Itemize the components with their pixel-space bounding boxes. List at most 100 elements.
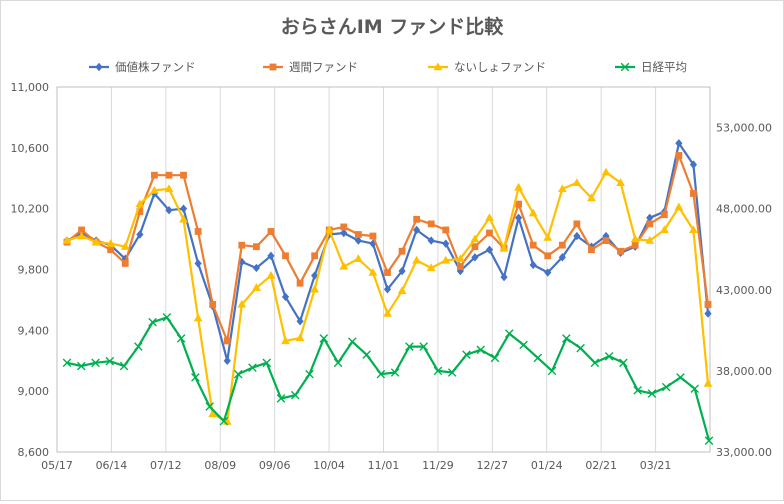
data-point xyxy=(456,266,464,276)
data-point xyxy=(426,263,436,272)
data-point xyxy=(704,301,712,308)
data-point xyxy=(267,251,275,261)
data-point xyxy=(447,368,457,377)
data-point xyxy=(405,342,414,351)
x-tick-label: 11/01 xyxy=(368,459,400,472)
data-point xyxy=(397,286,407,294)
data-point xyxy=(165,171,173,179)
data-point xyxy=(233,369,243,379)
data-point xyxy=(136,230,144,239)
legend-label: 価値株ファンド xyxy=(115,60,196,74)
y-right-tick-label: 33,000.00 xyxy=(716,446,772,459)
legend-marker xyxy=(269,63,277,71)
data-point xyxy=(340,223,348,231)
x-tick-label: 02/21 xyxy=(585,459,617,472)
data-point xyxy=(529,241,537,249)
data-point xyxy=(442,226,450,234)
data-point xyxy=(248,363,257,372)
data-point xyxy=(194,259,202,268)
data-point xyxy=(120,242,130,250)
legend-label: ないしょファンド xyxy=(454,60,546,74)
data-point xyxy=(208,409,218,418)
data-point xyxy=(295,333,305,342)
data-point xyxy=(105,356,115,366)
data-point xyxy=(631,241,639,249)
x-tick-label: 11/29 xyxy=(422,459,454,472)
data-point xyxy=(134,342,143,351)
data-point xyxy=(319,334,329,343)
data-point xyxy=(148,317,157,327)
data-point xyxy=(576,343,585,353)
data-point xyxy=(630,234,640,243)
data-point xyxy=(193,313,203,322)
legend-label: 週間ファンド xyxy=(289,60,358,74)
series-1 xyxy=(63,139,712,365)
data-point xyxy=(219,416,229,426)
data-point xyxy=(324,225,334,234)
data-point xyxy=(296,317,304,326)
data-point xyxy=(325,230,333,239)
x-tick-label: 03/21 xyxy=(640,459,672,472)
data-point xyxy=(659,225,669,234)
data-point xyxy=(62,236,72,244)
data-point xyxy=(441,255,451,264)
data-point xyxy=(419,342,428,351)
series-line xyxy=(66,171,710,423)
data-point xyxy=(499,243,509,252)
data-point xyxy=(490,353,500,363)
data-point xyxy=(119,361,129,371)
data-point xyxy=(223,356,231,365)
data-point xyxy=(590,358,600,368)
data-point xyxy=(267,228,275,235)
x-tick-label: 08/09 xyxy=(204,459,236,472)
data-point xyxy=(601,167,611,176)
data-point xyxy=(121,260,129,267)
data-point xyxy=(179,204,188,213)
data-point xyxy=(354,231,362,238)
data-point xyxy=(151,171,158,179)
data-point xyxy=(369,232,377,240)
plot-area xyxy=(56,86,711,453)
y-left-tick-label: 11,000 xyxy=(11,81,50,94)
data-point xyxy=(205,402,214,411)
x-tick-label: 05/17 xyxy=(41,459,73,472)
legend: 価値株ファンド 週間ファンド ないしょファンド 日経平均 xyxy=(89,60,687,74)
y-left-tick-label: 9,800 xyxy=(18,264,50,277)
data-point xyxy=(562,334,571,343)
data-point xyxy=(647,389,657,398)
x-tick-label: 12/27 xyxy=(476,459,508,472)
data-point xyxy=(515,213,523,222)
data-point xyxy=(544,268,552,277)
data-point xyxy=(572,178,582,187)
data-point xyxy=(704,309,712,318)
data-point xyxy=(362,350,371,359)
legend-label: 日経平均 xyxy=(641,60,687,74)
data-point xyxy=(704,436,714,445)
data-point xyxy=(500,272,508,282)
data-point xyxy=(191,373,200,382)
data-point xyxy=(262,358,272,368)
data-point xyxy=(136,208,144,216)
data-point xyxy=(353,254,363,263)
data-point xyxy=(617,247,624,255)
data-point xyxy=(354,236,362,245)
data-point xyxy=(515,200,523,208)
series-4 xyxy=(62,313,714,445)
data-point xyxy=(251,283,261,291)
data-point xyxy=(619,358,628,368)
data-point xyxy=(602,237,610,245)
data-point xyxy=(471,243,479,251)
data-point xyxy=(690,190,697,197)
y-left-tick-label: 10,600 xyxy=(11,142,50,155)
x-tick-label: 06/14 xyxy=(96,459,128,472)
y-left-tick-label: 9,000 xyxy=(18,385,50,398)
data-point xyxy=(281,336,290,345)
data-point xyxy=(62,358,72,368)
data-point xyxy=(266,270,276,279)
y-right-tick-label: 43,000.00 xyxy=(716,284,772,297)
series-line xyxy=(66,316,711,441)
data-point xyxy=(485,213,494,221)
data-point xyxy=(305,369,314,379)
